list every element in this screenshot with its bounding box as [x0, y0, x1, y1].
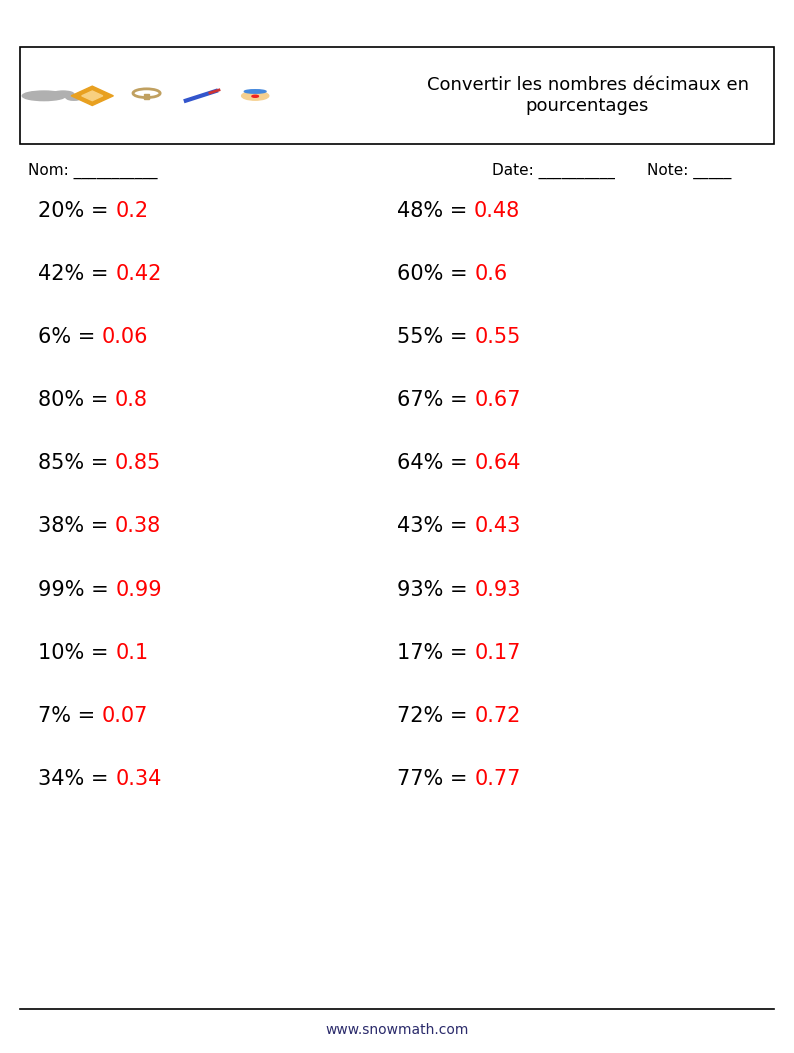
- Text: 72% =: 72% =: [397, 707, 474, 726]
- Text: 48% =: 48% =: [397, 201, 474, 220]
- Text: Nom: ___________: Nom: ___________: [28, 162, 157, 179]
- Text: 0.64: 0.64: [474, 454, 521, 473]
- Text: 0.67: 0.67: [474, 391, 521, 410]
- Text: Date: __________: Date: __________: [492, 162, 615, 179]
- Text: 7% =: 7% =: [38, 707, 102, 726]
- Text: 0.07: 0.07: [102, 707, 148, 726]
- Text: 93% =: 93% =: [397, 580, 474, 599]
- Circle shape: [241, 92, 268, 100]
- Polygon shape: [82, 91, 102, 101]
- Text: 0.17: 0.17: [474, 643, 521, 662]
- Text: 17% =: 17% =: [397, 643, 474, 662]
- Text: 0.93: 0.93: [474, 580, 521, 599]
- Text: Note: _____: Note: _____: [647, 162, 731, 179]
- Ellipse shape: [245, 90, 266, 94]
- Text: 0.55: 0.55: [474, 327, 521, 346]
- Text: 0.85: 0.85: [115, 454, 161, 473]
- Ellipse shape: [22, 91, 66, 101]
- Text: 43% =: 43% =: [397, 517, 474, 536]
- Text: 20% =: 20% =: [38, 201, 115, 220]
- Polygon shape: [71, 86, 114, 105]
- Bar: [144, 94, 149, 99]
- Text: 0.38: 0.38: [115, 517, 161, 536]
- Text: 0.99: 0.99: [115, 580, 162, 599]
- Text: 38% =: 38% =: [38, 517, 115, 536]
- Circle shape: [252, 95, 259, 97]
- Text: 80% =: 80% =: [38, 391, 115, 410]
- Text: Convertir les nombres décimaux en
pourcentages: Convertir les nombres décimaux en pource…: [426, 77, 749, 115]
- Text: www.snowmath.com: www.snowmath.com: [326, 1022, 468, 1037]
- Text: 6% =: 6% =: [38, 327, 102, 346]
- Text: 0.43: 0.43: [474, 517, 521, 536]
- Text: 60% =: 60% =: [397, 264, 474, 283]
- Text: 0.72: 0.72: [474, 707, 521, 726]
- Text: 99% =: 99% =: [38, 580, 115, 599]
- Text: 0.1: 0.1: [115, 643, 148, 662]
- Text: 0.2: 0.2: [115, 201, 148, 220]
- Text: 85% =: 85% =: [38, 454, 115, 473]
- Text: 0.42: 0.42: [115, 264, 162, 283]
- Text: 0.6: 0.6: [474, 264, 507, 283]
- Text: 0.8: 0.8: [115, 391, 148, 410]
- Text: 67% =: 67% =: [397, 391, 474, 410]
- Text: 0.77: 0.77: [474, 770, 521, 789]
- Text: 0.34: 0.34: [115, 770, 162, 789]
- Text: 10% =: 10% =: [38, 643, 115, 662]
- Text: 0.48: 0.48: [474, 201, 520, 220]
- Text: 77% =: 77% =: [397, 770, 474, 789]
- Text: 55% =: 55% =: [397, 327, 474, 346]
- Text: 34% =: 34% =: [38, 770, 115, 789]
- Text: 64% =: 64% =: [397, 454, 474, 473]
- Text: 0.06: 0.06: [102, 327, 148, 346]
- Text: 42% =: 42% =: [38, 264, 115, 283]
- Ellipse shape: [52, 91, 74, 97]
